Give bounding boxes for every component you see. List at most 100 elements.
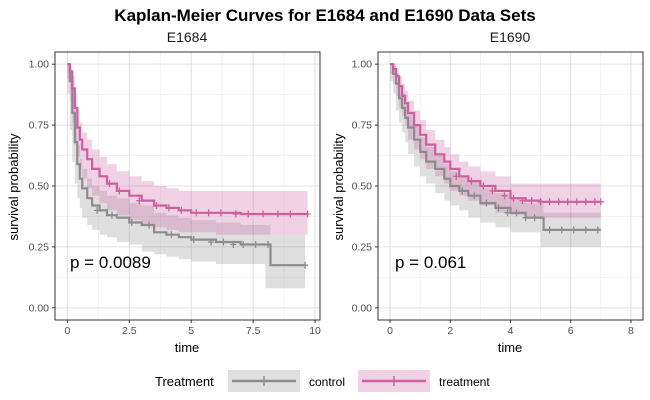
confidence-band-treatment xyxy=(67,64,308,235)
censor-mark-treatment xyxy=(106,180,113,188)
censor-mark-control xyxy=(513,209,520,217)
survival-curve-control xyxy=(67,63,306,267)
censor-mark-treatment xyxy=(582,198,589,206)
censor-mark-control xyxy=(109,211,115,219)
censor-mark-control xyxy=(94,206,101,214)
censor-mark-treatment xyxy=(453,172,460,180)
y-tick-label: 0.50 xyxy=(29,181,50,193)
censor-mark-treatment xyxy=(136,197,143,205)
legend-title: Treatment xyxy=(155,374,214,389)
censor-mark-control xyxy=(168,231,175,239)
x-tick-label: 6 xyxy=(568,325,574,337)
censor-mark-treatment xyxy=(165,204,172,212)
x-tick-label: 4 xyxy=(508,325,514,337)
panel-e1684: 0 2.5 5 7.5 10 0.00 0.25 0.50 0.75 1.00 xyxy=(29,51,321,337)
censor-mark-control xyxy=(483,199,490,207)
censor-mark-treatment xyxy=(193,209,200,217)
survival-curve-control xyxy=(390,63,601,231)
censor-mark-treatment xyxy=(510,194,517,202)
legend-label-treatment: treatment xyxy=(439,375,490,389)
censor-mark-treatment xyxy=(287,210,294,218)
x-tick-label: 0 xyxy=(64,325,70,337)
censor-mark-control xyxy=(190,236,197,244)
censor-mark-treatment xyxy=(519,197,526,205)
panel-1-grid xyxy=(55,52,320,320)
censor-mark-treatment xyxy=(480,182,487,190)
panel-1-subtitle: E1684 xyxy=(167,29,208,45)
x-tick-label: 8 xyxy=(628,325,634,337)
censor-mark-treatment xyxy=(573,198,580,206)
censor-mark-treatment xyxy=(232,210,239,218)
censor-mark-control xyxy=(252,241,259,248)
censor-mark-control xyxy=(302,261,309,269)
censor-mark-control xyxy=(594,226,601,234)
censor-mark-treatment xyxy=(274,210,281,218)
censor-mark-control xyxy=(220,238,227,246)
y-tick-label: 0.25 xyxy=(352,241,373,253)
y-tick-label: 0.00 xyxy=(352,302,373,314)
figure-title: Kaplan-Meier Curves for E1684 and E1690 … xyxy=(114,6,535,25)
censor-mark-control xyxy=(546,226,553,234)
censor-mark-treatment xyxy=(245,210,252,218)
censor-mark-treatment xyxy=(205,209,212,217)
censor-mark-control xyxy=(128,219,135,226)
censor-mark-control xyxy=(570,226,577,234)
censor-mark-treatment xyxy=(178,206,185,214)
censor-mark-control xyxy=(208,238,214,246)
survival-curve-treatment xyxy=(67,63,308,216)
censor-mark-control xyxy=(522,214,529,222)
y-tick-label: 0.75 xyxy=(29,120,50,132)
x-tick-label: 7.5 xyxy=(246,325,261,337)
censor-mark-treatment xyxy=(537,198,544,206)
censor-mark-control xyxy=(459,187,466,195)
confidence-band-control xyxy=(390,64,601,247)
censor-mark-treatment xyxy=(564,198,571,206)
x-tick-label: 2.5 xyxy=(122,325,137,337)
censor-mark-control xyxy=(230,241,237,248)
censor-mark-treatment xyxy=(304,210,311,218)
x-tick-label: 10 xyxy=(309,325,321,337)
panel-1-pvalue: p = 0.0089 xyxy=(70,253,151,272)
censor-mark-control xyxy=(504,209,511,217)
survival-curve-treatment xyxy=(390,63,601,203)
panel-1-y-axis-title: survival probability xyxy=(6,133,21,240)
censor-mark-control xyxy=(531,214,538,222)
y-tick-label: 1.00 xyxy=(29,59,50,71)
y-tick-label: 0.75 xyxy=(352,120,373,132)
panel-1-x-axis-title: time xyxy=(175,340,200,355)
x-tick-label: 5 xyxy=(188,325,194,337)
censor-mark-treatment xyxy=(217,209,224,217)
legend-key-control xyxy=(228,370,300,392)
y-tick-label: 1.00 xyxy=(352,59,373,71)
censor-mark-treatment xyxy=(153,202,160,209)
censor-mark-treatment xyxy=(597,198,604,206)
censor-mark-treatment xyxy=(501,192,508,200)
legend: Treatment control treatment xyxy=(155,370,490,392)
censor-mark-treatment xyxy=(555,198,562,206)
panel-2-y-axis-title: survival probability xyxy=(331,133,346,240)
panel-2-pvalue: p = 0.061 xyxy=(395,253,466,272)
censor-mark-control xyxy=(240,241,247,248)
censor-mark-treatment xyxy=(260,210,266,218)
legend-label-control: control xyxy=(309,375,345,389)
censor-mark-control xyxy=(558,226,565,234)
panel-2-subtitle: E1690 xyxy=(490,29,531,45)
panel-e1690: 0 2 4 6 8 0.00 0.25 0.50 0.75 1.00 xyxy=(352,51,644,337)
y-tick-label: 0.00 xyxy=(29,302,50,314)
censor-mark-treatment xyxy=(116,187,123,195)
x-tick-label: 0 xyxy=(387,325,393,337)
censor-mark-control xyxy=(495,204,502,212)
censor-mark-control xyxy=(265,241,271,248)
censor-mark-control xyxy=(471,192,478,200)
censor-mark-treatment xyxy=(546,198,553,206)
panel-2-grid xyxy=(378,52,643,320)
censor-mark-treatment xyxy=(528,197,535,205)
censor-mark-treatment xyxy=(489,187,496,195)
censor-mark-control xyxy=(582,226,589,234)
censor-mark-treatment xyxy=(591,198,598,206)
y-tick-label: 0.50 xyxy=(352,181,373,193)
legend-key-treatment xyxy=(358,370,430,392)
x-tick-label: 2 xyxy=(447,325,453,337)
censor-mark-control xyxy=(146,221,153,229)
